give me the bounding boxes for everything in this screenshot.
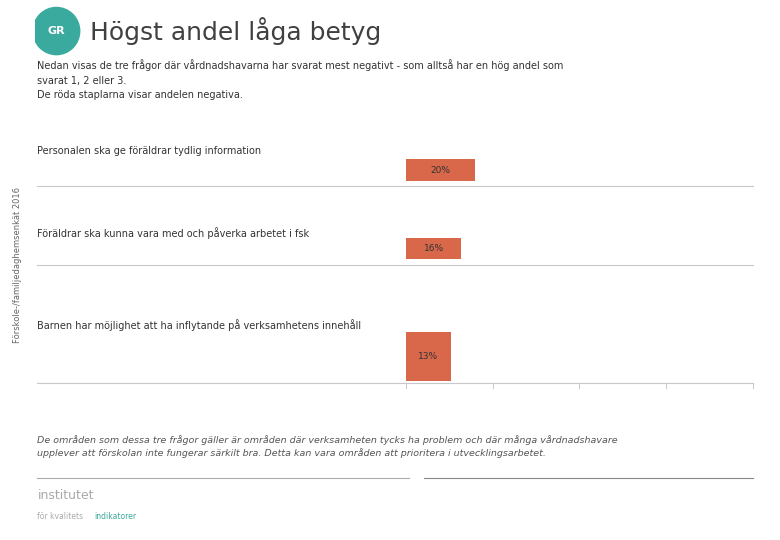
Text: Nedan visas de tre frågor där vårdnadshavarna har svarat mest negativt - som all: Nedan visas de tre frågor där vårdnadsha… [37,59,564,100]
Text: Personalen ska ge föräldrar tydlig information: Personalen ska ge föräldrar tydlig infor… [37,146,261,156]
Text: indikatorer: indikatorer [94,512,136,521]
Text: institutet: institutet [37,489,94,502]
Text: för kvalitets: för kvalitets [37,512,83,521]
Text: 20%: 20% [431,166,451,174]
Text: 16%: 16% [424,244,444,253]
Circle shape [33,8,80,55]
Text: Barnen har möjlighet att ha inflytande på verksamhetens innehåll: Barnen har möjlighet att ha inflytande p… [37,319,362,330]
Text: Högst andel låga betyg: Högst andel låga betyg [90,17,381,45]
Text: 13%: 13% [418,352,438,361]
Text: Föräldrar ska kunna vara med och påverka arbetet i fsk: Föräldrar ska kunna vara med och påverka… [37,227,310,239]
Text: GR: GR [48,26,66,36]
Text: De områden som dessa tre frågor gäller är områden där verksamheten tycks ha prob: De områden som dessa tre frågor gäller ä… [37,435,618,458]
Text: Förskole-/familjedaghemsenkät 2016: Förskole-/familjedaghemsenkät 2016 [12,187,22,342]
